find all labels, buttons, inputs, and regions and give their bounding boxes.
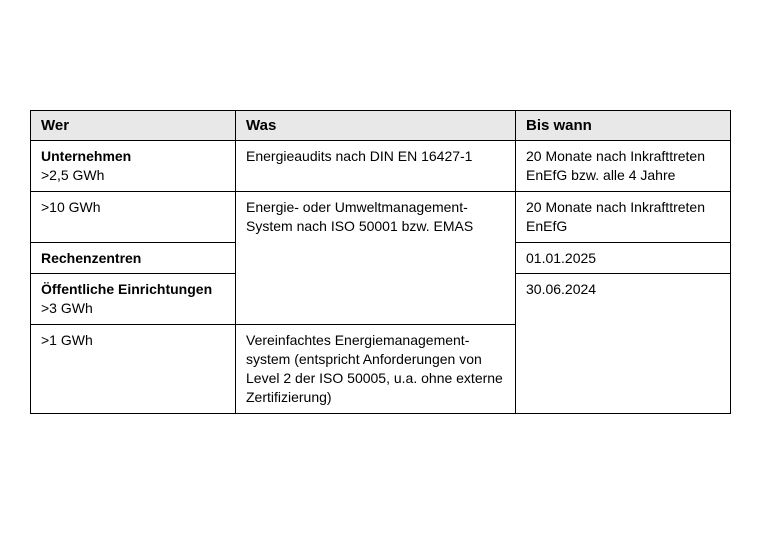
wer-bold-label: Öffentliche Einrichtungen [41, 281, 212, 297]
wer-bold-label: Rechenzentren [41, 250, 141, 266]
cell-wer: >10 GWh [31, 191, 236, 242]
requirements-table: Wer Was Bis wann Unternehmen >2,5 GWh En… [30, 110, 731, 414]
table-row: Unternehmen >2,5 GWh Energieaudits nach … [31, 141, 731, 192]
cell-was: Energieaudits nach DIN EN 16427-1 [236, 141, 516, 192]
cell-wer-unternehmen: Unternehmen >2,5 GWh [31, 141, 236, 192]
cell-wer-rechenzentren: Rechenzentren [31, 242, 236, 274]
cell-was: Vereinfachtes Energiemanagement­system (… [236, 325, 516, 414]
wer-sub-label: >2,5 GWh [41, 167, 104, 183]
table-row: >10 GWh Energie- oder Umweltmanagement-S… [31, 191, 731, 242]
header-wer: Wer [31, 111, 236, 141]
cell-wer-oeffentlich: Öffentliche Einrichtungen >3 GWh [31, 274, 236, 325]
cell-wer: >1 GWh [31, 325, 236, 414]
cell-was-merged: Energie- oder Umweltmanagement-System na… [236, 191, 516, 324]
wer-sub-label: >1 GWh [41, 332, 93, 348]
cell-bis-merged: 30.06.2024 [516, 274, 731, 413]
cell-bis: 20 Monate nach Inkrafttreten EnEfG [516, 191, 731, 242]
header-was: Was [236, 111, 516, 141]
table-header-row: Wer Was Bis wann [31, 111, 731, 141]
wer-sub-label: >10 GWh [41, 199, 101, 215]
cell-bis: 01.01.2025 [516, 242, 731, 274]
wer-sub-label: >3 GWh [41, 300, 93, 316]
cell-bis: 20 Monate nach Inkrafttreten EnEfG bzw. … [516, 141, 731, 192]
wer-bold-label: Unternehmen [41, 148, 131, 164]
header-bis-wann: Bis wann [516, 111, 731, 141]
